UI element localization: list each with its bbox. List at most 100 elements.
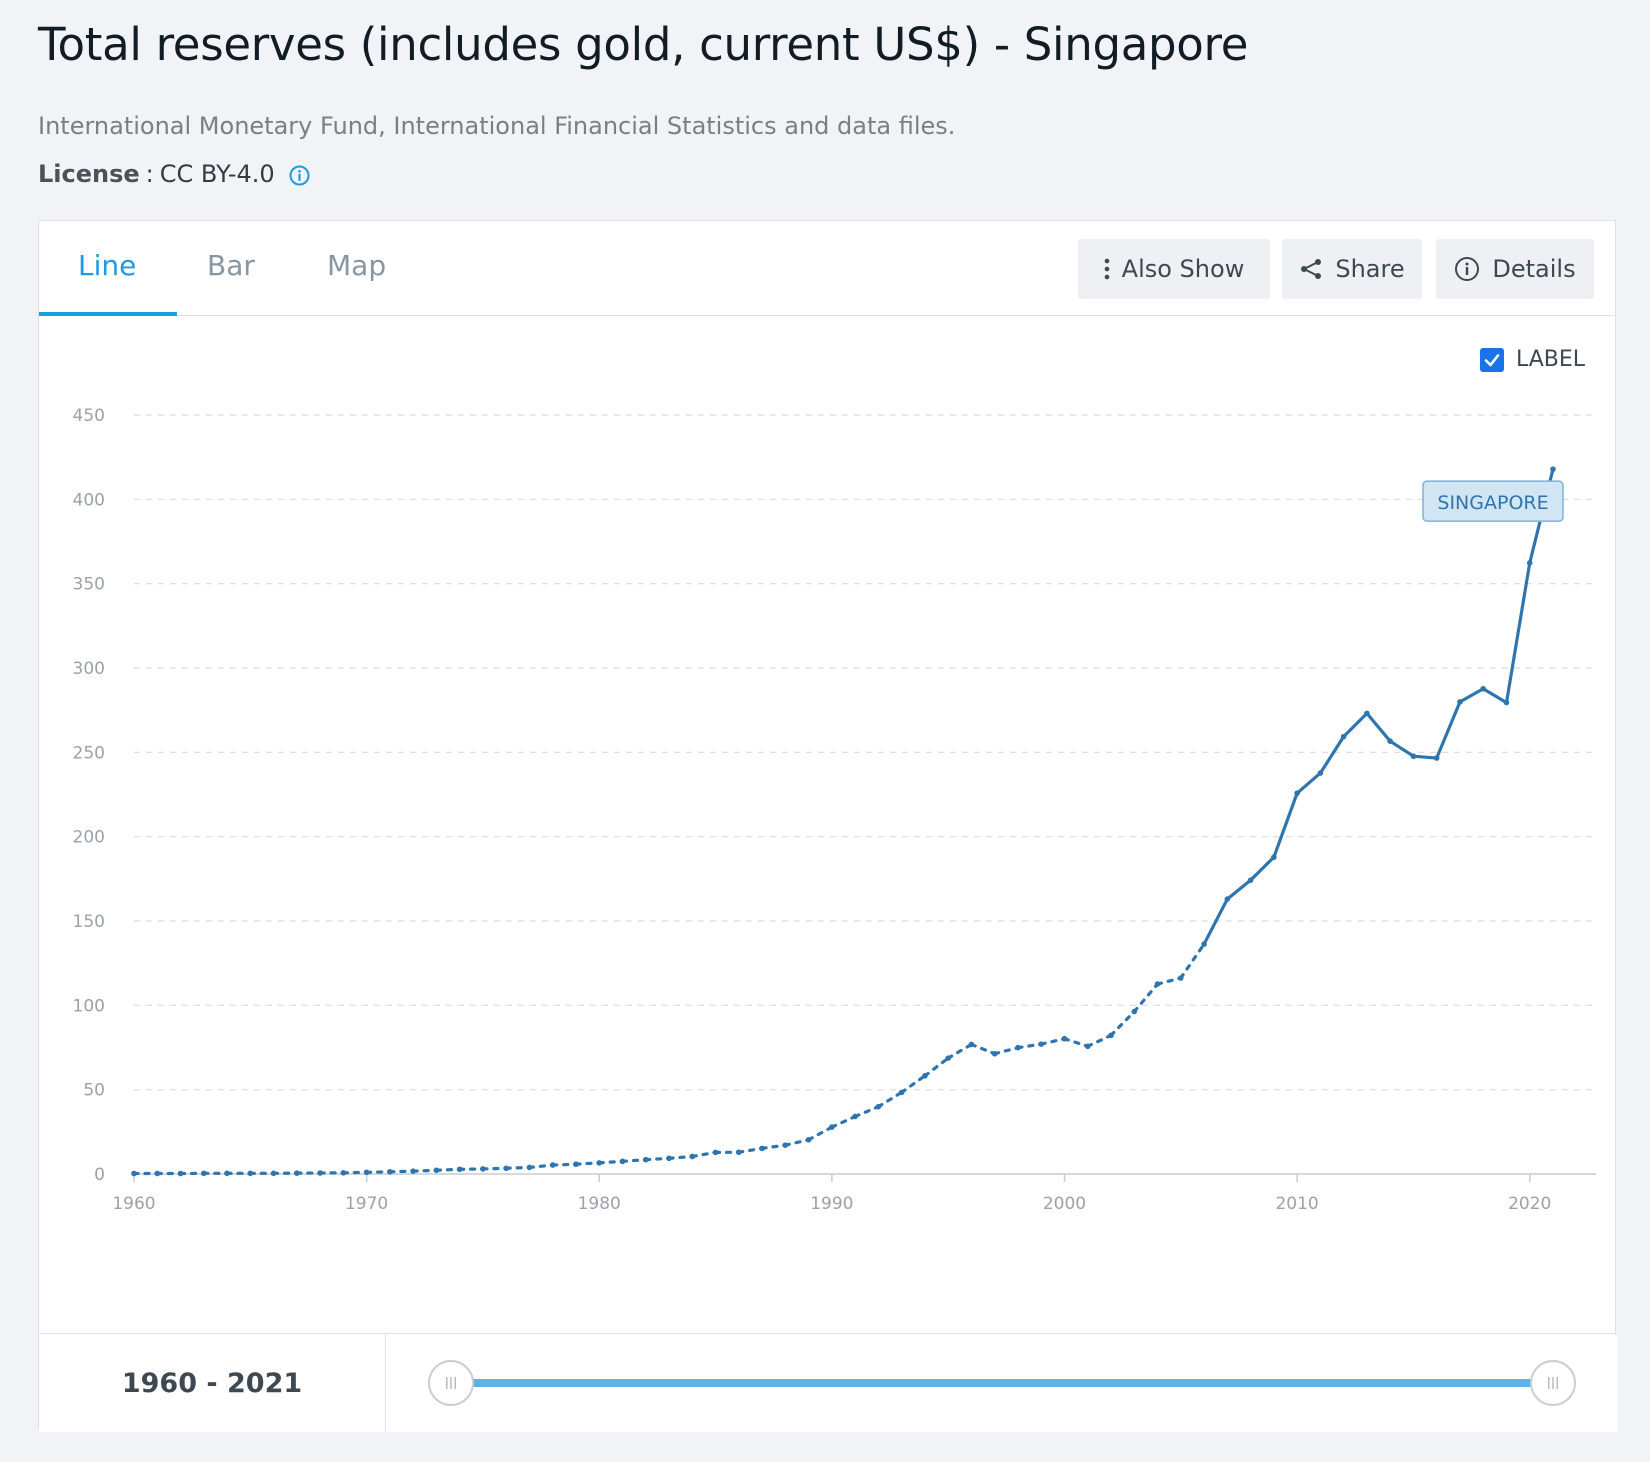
data-point bbox=[712, 1149, 719, 1156]
license-value: CC BY-4.0 bbox=[159, 160, 275, 188]
data-point bbox=[991, 1050, 998, 1057]
data-point bbox=[1457, 699, 1463, 705]
data-point bbox=[526, 1164, 533, 1171]
data-point bbox=[759, 1145, 765, 1152]
data-point bbox=[1247, 877, 1254, 883]
series-segment bbox=[1225, 878, 1253, 901]
label-checkbox[interactable] bbox=[1480, 347, 1504, 372]
series-segment bbox=[574, 1161, 601, 1166]
series-segment bbox=[551, 1162, 578, 1167]
data-point bbox=[433, 1167, 440, 1174]
label-toggle-text: LABEL bbox=[1516, 347, 1586, 372]
series-segment bbox=[1272, 791, 1299, 859]
data-point bbox=[410, 1168, 416, 1174]
range-end: 2021 bbox=[227, 1367, 303, 1399]
data-point bbox=[1317, 770, 1324, 776]
slider-handle-end[interactable] bbox=[1530, 1360, 1576, 1406]
series-segment bbox=[969, 1042, 997, 1056]
data-point bbox=[1433, 755, 1440, 761]
data-point bbox=[642, 1156, 649, 1163]
x-tick-label: 1970 bbox=[345, 1194, 388, 1214]
x-tick-label: 2020 bbox=[1508, 1194, 1551, 1214]
series-segment bbox=[1435, 700, 1462, 760]
series-segment bbox=[620, 1158, 648, 1163]
license-line: License : CC BY-4.0 bbox=[38, 160, 310, 188]
data-point bbox=[619, 1158, 626, 1165]
data-point bbox=[387, 1169, 393, 1175]
data-point bbox=[898, 1089, 905, 1096]
data-point bbox=[224, 1170, 230, 1177]
also-show-button[interactable]: Also Show bbox=[1078, 239, 1270, 299]
data-point bbox=[968, 1041, 975, 1048]
info-icon[interactable] bbox=[289, 164, 310, 185]
data-point bbox=[1387, 738, 1393, 745]
details-button[interactable]: Details bbox=[1436, 239, 1594, 299]
share-icon bbox=[1301, 259, 1322, 279]
data-point bbox=[736, 1149, 742, 1156]
data-point bbox=[1038, 1041, 1045, 1047]
tab-map[interactable]: Map bbox=[327, 249, 387, 282]
x-tick-label: 2010 bbox=[1275, 1194, 1318, 1214]
data-point bbox=[294, 1170, 300, 1176]
series-segment bbox=[1086, 1033, 1113, 1048]
series-segment bbox=[1295, 771, 1322, 795]
series-segment bbox=[1504, 561, 1532, 705]
share-button[interactable]: Share bbox=[1282, 239, 1422, 299]
data-point bbox=[875, 1103, 882, 1110]
y-tick-label: 100 bbox=[73, 996, 105, 1016]
series-segment bbox=[1179, 942, 1206, 980]
slider-handle-start[interactable] bbox=[428, 1360, 474, 1406]
data-point bbox=[363, 1169, 370, 1176]
data-point bbox=[1224, 896, 1231, 902]
y-tick-label: 50 bbox=[83, 1081, 105, 1101]
license-key: License bbox=[38, 160, 140, 188]
data-point bbox=[200, 1170, 207, 1177]
data-point bbox=[852, 1113, 858, 1120]
y-tick-label: 200 bbox=[73, 828, 105, 848]
grip-icon bbox=[1548, 1377, 1558, 1389]
license-separator: : bbox=[145, 160, 154, 188]
data-point bbox=[1550, 466, 1556, 472]
y-tick-label: 150 bbox=[73, 912, 105, 932]
data-point bbox=[573, 1161, 579, 1168]
data-point bbox=[945, 1055, 951, 1061]
y-tick-label: 0 bbox=[94, 1165, 105, 1185]
data-point bbox=[1294, 790, 1300, 796]
series-segment bbox=[527, 1163, 555, 1170]
active-tab-indicator bbox=[39, 312, 177, 316]
data-point bbox=[1410, 753, 1417, 760]
y-tick-label: 350 bbox=[73, 575, 105, 595]
range-footer: 1960 - 2021 bbox=[39, 1333, 1617, 1432]
data-point bbox=[1061, 1035, 1068, 1042]
series-segment bbox=[481, 1166, 508, 1171]
tab-line[interactable]: Line bbox=[78, 249, 137, 282]
tab-bar[interactable]: Bar bbox=[207, 249, 255, 282]
data-point bbox=[1201, 941, 1207, 947]
data-point bbox=[1015, 1044, 1021, 1051]
label-toggle[interactable]: LABEL bbox=[1480, 347, 1585, 372]
data-point bbox=[1480, 685, 1487, 692]
data-point bbox=[1154, 981, 1161, 987]
slider-track[interactable] bbox=[446, 1379, 1557, 1387]
series-segment bbox=[1388, 739, 1416, 758]
page-title: Total reserves (includes gold, current U… bbox=[38, 18, 1249, 71]
series-segment bbox=[807, 1125, 834, 1142]
data-point bbox=[131, 1170, 137, 1177]
series-segment bbox=[434, 1167, 462, 1172]
x-tick-label: 2000 bbox=[1043, 1194, 1086, 1214]
series-segment bbox=[1132, 982, 1160, 1014]
data-point bbox=[247, 1170, 254, 1177]
info-circle-icon bbox=[1455, 257, 1480, 281]
chart-card: Line Bar Map Also Show Share bbox=[38, 220, 1617, 1432]
series-segment bbox=[504, 1165, 532, 1170]
also-show-label: Also Show bbox=[1121, 255, 1245, 283]
data-point bbox=[549, 1162, 556, 1168]
series-segment bbox=[1039, 1037, 1067, 1046]
data-point bbox=[1503, 699, 1510, 706]
data-point bbox=[782, 1142, 789, 1148]
range-start: 1960 bbox=[121, 1367, 197, 1399]
data-point bbox=[1178, 975, 1184, 981]
series-segment bbox=[1202, 897, 1229, 946]
range-slider[interactable] bbox=[386, 1334, 1617, 1432]
data-point bbox=[480, 1166, 486, 1172]
